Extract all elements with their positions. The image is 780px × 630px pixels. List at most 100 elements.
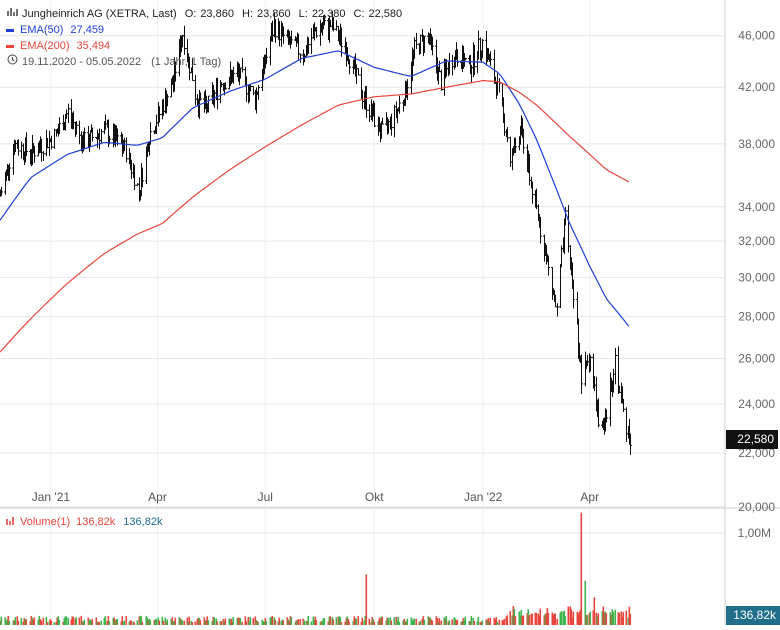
volume-bar xyxy=(345,618,348,625)
legend-ema50-row: EMA(50) 27,459 xyxy=(6,22,402,38)
legend-ema200-row: EMA(200) 35,494 xyxy=(6,38,402,54)
volume-bar xyxy=(206,616,209,625)
volume-bar xyxy=(155,618,158,625)
volume-bar xyxy=(314,616,317,625)
volume-bar xyxy=(104,616,107,625)
volume-bar xyxy=(303,620,306,625)
volume-bar xyxy=(628,606,631,625)
volume-bar xyxy=(112,617,115,625)
volume-bar xyxy=(493,617,496,625)
volume-bar xyxy=(329,616,332,625)
volume-bar xyxy=(213,617,216,625)
volume-bar xyxy=(422,616,425,625)
volume-bar xyxy=(141,621,144,625)
volume-bar xyxy=(571,617,574,625)
volume-bar xyxy=(595,612,598,625)
volume-bar xyxy=(397,616,400,625)
volume-bar xyxy=(567,606,570,625)
volume-bar xyxy=(335,617,338,625)
volume-bar xyxy=(191,622,194,625)
volume-bar xyxy=(464,616,467,625)
volume-bar xyxy=(17,620,20,625)
volume-bar xyxy=(174,617,177,625)
volume-bar xyxy=(254,616,257,625)
volume-bar xyxy=(153,620,156,625)
volume-bar xyxy=(222,619,225,625)
volume-bar xyxy=(361,617,364,625)
volume-bar xyxy=(230,618,233,625)
ohlc-close-label: C: xyxy=(353,8,365,20)
volume-bar xyxy=(463,620,466,625)
volume-bar xyxy=(398,621,401,625)
volume-bar xyxy=(122,621,125,625)
volume-bar xyxy=(622,612,625,625)
volume-bar xyxy=(249,616,252,625)
volume-bar xyxy=(404,621,407,625)
volume-bar xyxy=(531,613,534,625)
volume-value-blue: 136,82k xyxy=(123,516,163,528)
volume-bar xyxy=(264,618,267,625)
volume-bar xyxy=(30,616,33,625)
volume-bar xyxy=(379,618,382,625)
y-tick-label: 32,000 xyxy=(738,234,775,248)
volume-bar xyxy=(513,609,516,625)
volume-bar xyxy=(62,621,65,625)
volume-bar xyxy=(263,621,266,625)
volume-bar xyxy=(413,618,416,625)
volume-bar xyxy=(96,621,99,625)
volume-bar xyxy=(188,616,191,625)
volume-bar xyxy=(597,613,600,625)
volume-bar xyxy=(537,613,540,625)
volume-bar-icon xyxy=(6,516,16,528)
volume-bar xyxy=(544,613,547,625)
volume-bar xyxy=(604,611,607,625)
volume-bar xyxy=(357,616,360,625)
last-price-tag: 22,580 xyxy=(726,430,778,449)
volume-bar xyxy=(38,615,41,625)
volume-bar xyxy=(380,616,383,625)
volume-bar xyxy=(526,613,529,625)
volume-bar xyxy=(98,622,101,625)
volume-bar xyxy=(546,608,549,625)
volume-bars xyxy=(0,512,632,625)
volume-bar xyxy=(338,616,341,625)
volume-bar xyxy=(31,618,34,625)
volume-bar xyxy=(577,614,580,625)
volume-bar xyxy=(428,617,431,625)
volume-bar xyxy=(332,619,335,625)
ohlc-high: 23,860 xyxy=(256,8,291,20)
volume-bar xyxy=(593,597,596,625)
volume-bar xyxy=(296,620,299,625)
volume-bar xyxy=(178,617,181,625)
volume-bar xyxy=(480,622,483,625)
volume-bar xyxy=(410,617,413,625)
volume-bar xyxy=(527,609,530,625)
volume-bar xyxy=(447,621,450,625)
volume-bar xyxy=(33,617,36,625)
volume-bar xyxy=(355,618,358,625)
volume-bar xyxy=(461,620,464,625)
volume-bar xyxy=(148,618,151,625)
volume-bar xyxy=(14,617,17,625)
volume-bar xyxy=(37,619,40,625)
ohlc-high-label: H: xyxy=(241,8,253,20)
volume-bar xyxy=(519,615,522,625)
volume-bar xyxy=(147,620,150,625)
volume-bar xyxy=(435,616,438,625)
volume-bar xyxy=(617,612,620,625)
volume-bar xyxy=(509,611,512,625)
volume-bar xyxy=(346,616,349,625)
volume-bar xyxy=(307,615,310,625)
volume-bar xyxy=(172,621,175,625)
volume-bar xyxy=(207,620,210,625)
ema50-line xyxy=(0,50,630,327)
volume-bar xyxy=(25,619,28,625)
volume-bar xyxy=(211,620,214,625)
volume-bar xyxy=(578,612,581,625)
volume-bar xyxy=(445,615,448,625)
volume-bar xyxy=(576,611,579,625)
ohlc-open-label: O: xyxy=(184,8,197,20)
volume-bar xyxy=(180,619,183,625)
volume-bar xyxy=(114,620,117,625)
